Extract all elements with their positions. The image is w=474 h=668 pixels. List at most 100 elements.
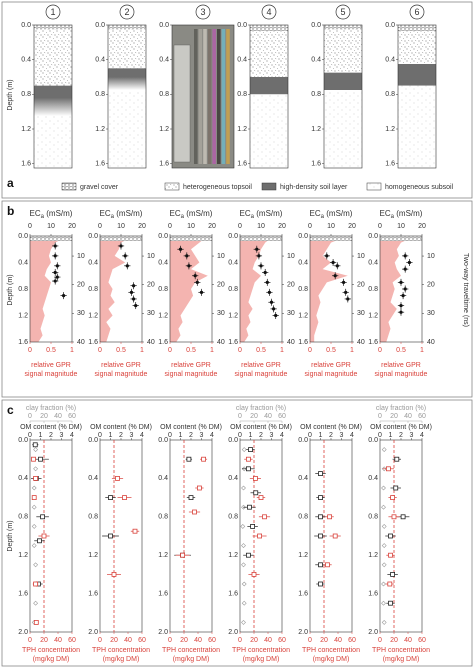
column-badge <box>45 4 61 20</box>
om-axis-title: OM content (% DM) <box>370 424 432 431</box>
clay-point <box>381 562 387 568</box>
y-tick-label: 1.2 <box>385 126 395 133</box>
tph-point <box>132 528 138 534</box>
tph-axis-title: (mg/kg DM) <box>33 656 70 663</box>
gpr-axis-title: relative GPR <box>311 362 351 369</box>
om-point <box>250 524 256 529</box>
om-tick-label: 1 <box>319 432 323 439</box>
y-tick-label: 1.6 <box>368 590 378 597</box>
ec-tick-label: 0 <box>238 223 242 230</box>
gpr-tick-label: 1 <box>140 347 144 354</box>
y-tick-label: 0.8 <box>159 91 169 98</box>
y-tick-label: 0.4 <box>368 259 378 266</box>
ec-point <box>62 294 66 298</box>
y-tick-label: 0.8 <box>237 91 247 98</box>
y-tick-label: 1.6 <box>95 161 105 168</box>
soil-layer <box>108 29 146 69</box>
tph-tick-label: 40 <box>404 637 412 644</box>
tt-tick-label: 10 <box>147 253 155 260</box>
gpr-axis-title: signal magnitude <box>375 371 428 378</box>
ec-axis-title-part: EC <box>240 209 251 218</box>
ec-axis-title-part: (mS/m) <box>44 209 73 218</box>
ec-axis-title-part: a <box>41 214 45 220</box>
ec-tick-label: 0 <box>378 223 382 230</box>
clay-point <box>381 504 386 510</box>
tph-point <box>390 495 396 501</box>
tph-tick-label: 60 <box>278 637 286 644</box>
om-point <box>247 504 252 510</box>
ec-point <box>403 267 407 271</box>
clay-point <box>381 600 386 606</box>
tph-tick-label: 60 <box>348 637 356 644</box>
gpr-area <box>310 236 348 342</box>
tph-tick-label: 0 <box>98 637 102 644</box>
tt-tick-label: 20 <box>427 282 435 289</box>
column-outline <box>397 24 437 169</box>
y-tick-label: 1.2 <box>237 126 247 133</box>
gravel-band <box>380 236 422 241</box>
ec-axis-title: ECa (mS/m) <box>240 209 283 219</box>
tph-tick-label: 0 <box>28 637 32 644</box>
tt-tick-label: 40 <box>357 339 365 346</box>
axis-label: Depth (m) <box>7 79 14 110</box>
y-tick-label: 0.4 <box>158 475 168 482</box>
column-outline <box>33 24 73 169</box>
tph-point <box>262 514 267 520</box>
y-tick-label: 0.4 <box>18 259 28 266</box>
om-point <box>388 533 393 539</box>
soil-layer <box>324 72 362 90</box>
ec-point <box>403 287 407 291</box>
tt-tick-label: 10 <box>357 253 365 260</box>
clay-point <box>241 581 247 587</box>
y-tick-label: 2.0 <box>368 629 378 636</box>
om-tick-label: 0 <box>98 432 102 439</box>
tph-point <box>122 495 127 501</box>
tph-tick-label: 20 <box>390 637 398 644</box>
gpr-axis-title: signal magnitude <box>165 371 218 378</box>
ec-axis-title: ECa (mS/m) <box>380 209 423 219</box>
ec-tick-label: 20 <box>208 223 216 230</box>
y-tick-label: 1.2 <box>88 552 98 559</box>
gpr-area <box>240 236 274 342</box>
gpr-tick-label: 0.5 <box>186 347 196 354</box>
om-point <box>253 490 259 496</box>
y-tick-label: 0.8 <box>88 514 98 521</box>
clay-point <box>381 485 386 491</box>
ec-tick-label: 20 <box>418 223 426 230</box>
clay-point <box>31 543 37 549</box>
gpr-tick-label: 0.5 <box>46 347 56 354</box>
om-point <box>245 552 251 558</box>
y-tick-label: 2.0 <box>228 629 238 636</box>
om-tick-label: 2 <box>259 432 263 439</box>
y-tick-label: 0.4 <box>88 259 98 266</box>
clay-point <box>381 523 387 529</box>
om-tick-label: 2 <box>119 432 123 439</box>
om-tick-label: 0 <box>378 432 382 439</box>
ec-point <box>132 284 136 288</box>
y-tick-label: 0.4 <box>385 57 395 64</box>
core-stripe <box>212 29 216 164</box>
tt-tick-label: 20 <box>217 282 225 289</box>
y-tick-label: 1.2 <box>311 126 321 133</box>
y-tick-label: 0.4 <box>298 259 308 266</box>
om-point <box>318 562 323 568</box>
ec-point <box>269 300 274 304</box>
om-axis-title: OM content (% DM) <box>300 424 362 431</box>
core-stripe <box>198 29 203 164</box>
y-tick-label: 0.0 <box>88 233 98 240</box>
y-tick-label: 0.8 <box>385 91 395 98</box>
clay-axis-title: clay fraction (%) <box>26 405 76 412</box>
tt-tick-label: 10 <box>217 253 225 260</box>
tph-axis-title: TPH concentration <box>22 647 80 654</box>
om-axis-title: OM content (% DM) <box>160 424 222 431</box>
tph-tick-label: 20 <box>250 637 258 644</box>
ec-point <box>399 303 403 308</box>
y-tick-label: 0.4 <box>368 475 378 482</box>
ec-axis-title-part: (mS/m) <box>254 209 283 218</box>
y-tick-label: 0.0 <box>95 22 105 29</box>
core-stripe <box>203 29 207 164</box>
om-point <box>32 442 38 448</box>
ec-point <box>407 260 411 265</box>
y-tick-label: 0.8 <box>368 286 378 293</box>
ec-tick-label: 0 <box>98 223 102 230</box>
